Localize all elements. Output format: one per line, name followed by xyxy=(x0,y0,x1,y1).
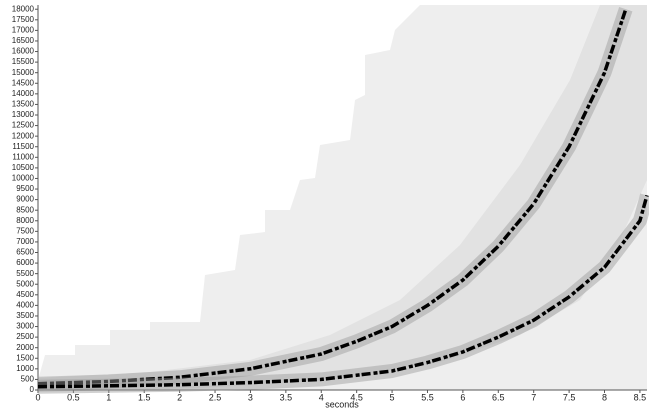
y-tick-label: 15500 xyxy=(12,57,35,66)
y-tick-label: 5000 xyxy=(16,279,34,288)
x-tick-label: 5.5 xyxy=(421,392,434,402)
x-tick-label: 0.5 xyxy=(67,392,80,402)
y-tick-label: 5500 xyxy=(16,269,34,278)
y-tick-label: 7500 xyxy=(16,226,34,235)
x-tick-label: 2 xyxy=(177,392,182,402)
x-tick-label: 3 xyxy=(248,392,253,402)
y-tick-label: 4000 xyxy=(16,300,34,309)
x-tick-label: 4 xyxy=(319,392,324,402)
y-tick-label: 10500 xyxy=(12,163,35,172)
y-tick-label: 1500 xyxy=(16,353,34,362)
x-tick-label: 7.5 xyxy=(563,392,576,402)
y-tick-label: 500 xyxy=(21,375,35,384)
y-tick-label: 6000 xyxy=(16,258,34,267)
x-tick-label: 6 xyxy=(460,392,465,402)
x-tick-label: 2.5 xyxy=(209,392,222,402)
y-tick-label: 1000 xyxy=(16,364,34,373)
y-tick-label: 12500 xyxy=(12,121,35,130)
y-tick-label: 11000 xyxy=(12,152,34,161)
y-tick-label: 14000 xyxy=(12,89,35,98)
x-tick-label: 5 xyxy=(390,392,395,402)
y-tick-label: 2000 xyxy=(16,343,34,352)
x-tick-label: 8 xyxy=(602,392,607,402)
y-tick-label: 3500 xyxy=(16,311,34,320)
y-tick-label: 17000 xyxy=(12,25,35,34)
x-axis-label: seconds xyxy=(325,399,359,409)
x-tick-label: 6.5 xyxy=(492,392,505,402)
y-tick-label: 12000 xyxy=(12,131,35,140)
y-tick-label: 16500 xyxy=(12,36,35,45)
y-tick-label: 14500 xyxy=(12,78,35,87)
x-tick-label: 3.5 xyxy=(280,392,293,402)
y-tick-label: 2500 xyxy=(16,332,34,341)
y-tick-label: 9000 xyxy=(16,195,34,204)
trace xyxy=(37,8,628,386)
y-tick-label: 13000 xyxy=(12,110,35,119)
y-tick-label: 6500 xyxy=(16,248,34,257)
y-tick-label: 16000 xyxy=(12,47,35,56)
x-tick-label: 8.5 xyxy=(634,392,647,402)
y-tick-label: 13500 xyxy=(12,100,35,109)
y-tick-label: 17500 xyxy=(12,15,35,24)
y-tick-label: 10000 xyxy=(12,174,35,183)
x-tick-label: 1.5 xyxy=(138,392,151,402)
trace xyxy=(37,194,649,389)
y-tick-label: 11500 xyxy=(12,142,34,151)
y-tick-label: 9500 xyxy=(16,184,34,193)
y-tick-label: 18000 xyxy=(12,4,35,13)
y-tick-label: 0 xyxy=(30,385,35,394)
y-tick-label: 7000 xyxy=(16,237,34,246)
y-tick-label: 8000 xyxy=(16,216,34,225)
y-tick-label: 4500 xyxy=(16,290,34,299)
x-tick-label: 1 xyxy=(106,392,111,402)
y-tick-label: 3000 xyxy=(16,322,34,331)
x-tick-label: 0 xyxy=(35,392,40,402)
x-tick-label: 4.5 xyxy=(350,392,363,402)
y-tick-label: 15000 xyxy=(12,68,35,77)
x-tick-label: 7 xyxy=(531,392,536,402)
energy-region-inner xyxy=(38,5,647,392)
y-tick-label: 8500 xyxy=(16,205,34,214)
